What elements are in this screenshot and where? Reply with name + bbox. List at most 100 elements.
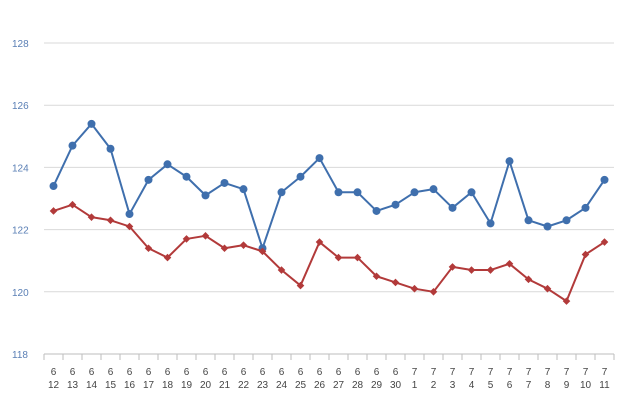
- x-tick-label: 6 25: [295, 367, 307, 391]
- series-line: [52, 122, 606, 250]
- x-tick-label: 6 15: [105, 367, 117, 391]
- data-point: [429, 185, 438, 194]
- x-tick-label: 6 17: [143, 367, 155, 391]
- x-tick-label: 6 23: [257, 367, 269, 391]
- data-point: [410, 188, 419, 197]
- series-2: [49, 200, 609, 305]
- data-point: [201, 232, 210, 240]
- data-point: [372, 272, 381, 281]
- data-point: [239, 241, 248, 249]
- x-tick-label: 6 16: [124, 367, 136, 391]
- data-point: [391, 200, 400, 209]
- x-tick-label: 6 27: [333, 367, 345, 391]
- data-point: [220, 244, 229, 253]
- data-point: [429, 288, 438, 296]
- x-tick-label: 6 18: [162, 367, 174, 391]
- data-point: [562, 216, 571, 225]
- data-point: [353, 188, 362, 197]
- x-tick-label: 7 10: [580, 367, 592, 391]
- x-tick-label: 6 22: [238, 367, 250, 391]
- x-tick-label: 6 14: [86, 367, 98, 391]
- data-point: [524, 275, 533, 284]
- data-point: [467, 188, 476, 197]
- grid-lines: [44, 42, 614, 355]
- x-tick-label: 7 11: [599, 367, 610, 391]
- series-1: [49, 119, 609, 253]
- data-point: [581, 203, 590, 212]
- y-tick-label: 120: [12, 288, 29, 299]
- x-tick-label: 6 12: [48, 367, 60, 391]
- data-point: [49, 182, 58, 191]
- data-point: [125, 210, 134, 219]
- data-point: [486, 266, 495, 274]
- data-point: [87, 213, 96, 221]
- data-point: [125, 222, 134, 231]
- data-point: [334, 253, 343, 262]
- data-point: [144, 244, 153, 253]
- data-point: [505, 260, 514, 268]
- data-point: [106, 216, 115, 225]
- data-point: [410, 284, 419, 293]
- data-point: [448, 203, 457, 212]
- x-axis: 6 12 6 13 6 14 6 15 6 16 6 17 6 18 6 19 6 20 6 21 6 22 6 23 6 24 6…: [43, 354, 615, 391]
- data-point: [277, 266, 286, 274]
- data-point: [106, 144, 115, 153]
- data-point: [296, 172, 305, 181]
- data-point: [315, 238, 324, 246]
- data-point: [144, 175, 153, 184]
- data-point: [182, 172, 191, 181]
- x-tick-label: 6 29: [371, 367, 383, 391]
- data-point: [543, 284, 552, 293]
- data-point: [68, 141, 77, 150]
- x-tick-label: 6 21: [219, 367, 231, 391]
- x-tick-label: 6 19: [181, 367, 193, 391]
- y-tick-label: 126: [12, 101, 29, 112]
- data-point: [600, 175, 609, 184]
- data-point: [49, 207, 58, 215]
- data-point: [296, 281, 305, 290]
- data-point: [486, 219, 495, 228]
- data-point: [87, 119, 96, 128]
- data-point: [524, 216, 533, 225]
- x-tick-label: 6 24: [276, 367, 288, 391]
- series-lines: [49, 119, 609, 305]
- y-axis: 118 120 122 124 126 128: [12, 39, 29, 361]
- data-point: [163, 253, 172, 262]
- y-tick-label: 122: [12, 226, 29, 237]
- x-tick-label: 6 30: [390, 367, 402, 391]
- x-tick-label: 6 13: [67, 367, 79, 391]
- data-point: [543, 222, 552, 231]
- y-tick-label: 128: [12, 39, 29, 50]
- data-point: [182, 235, 191, 243]
- data-point: [220, 178, 229, 187]
- data-point: [505, 157, 514, 166]
- data-point: [258, 247, 267, 256]
- y-tick-label: 118: [12, 350, 28, 361]
- data-point: [581, 250, 590, 259]
- x-tick-label: 6 28: [352, 367, 364, 391]
- data-point: [391, 278, 400, 287]
- data-point: [277, 188, 286, 197]
- data-point: [353, 253, 362, 262]
- y-tick-label: 124: [12, 163, 29, 174]
- data-point: [334, 188, 343, 197]
- series-line: [53, 203, 606, 303]
- x-tick-label: 6 26: [314, 367, 326, 391]
- data-point: [163, 160, 172, 169]
- data-point: [372, 206, 381, 215]
- data-point: [315, 154, 324, 163]
- x-tick-label: 6 20: [200, 367, 212, 391]
- data-point: [201, 191, 210, 200]
- data-point: [448, 263, 457, 271]
- data-point: [600, 238, 609, 246]
